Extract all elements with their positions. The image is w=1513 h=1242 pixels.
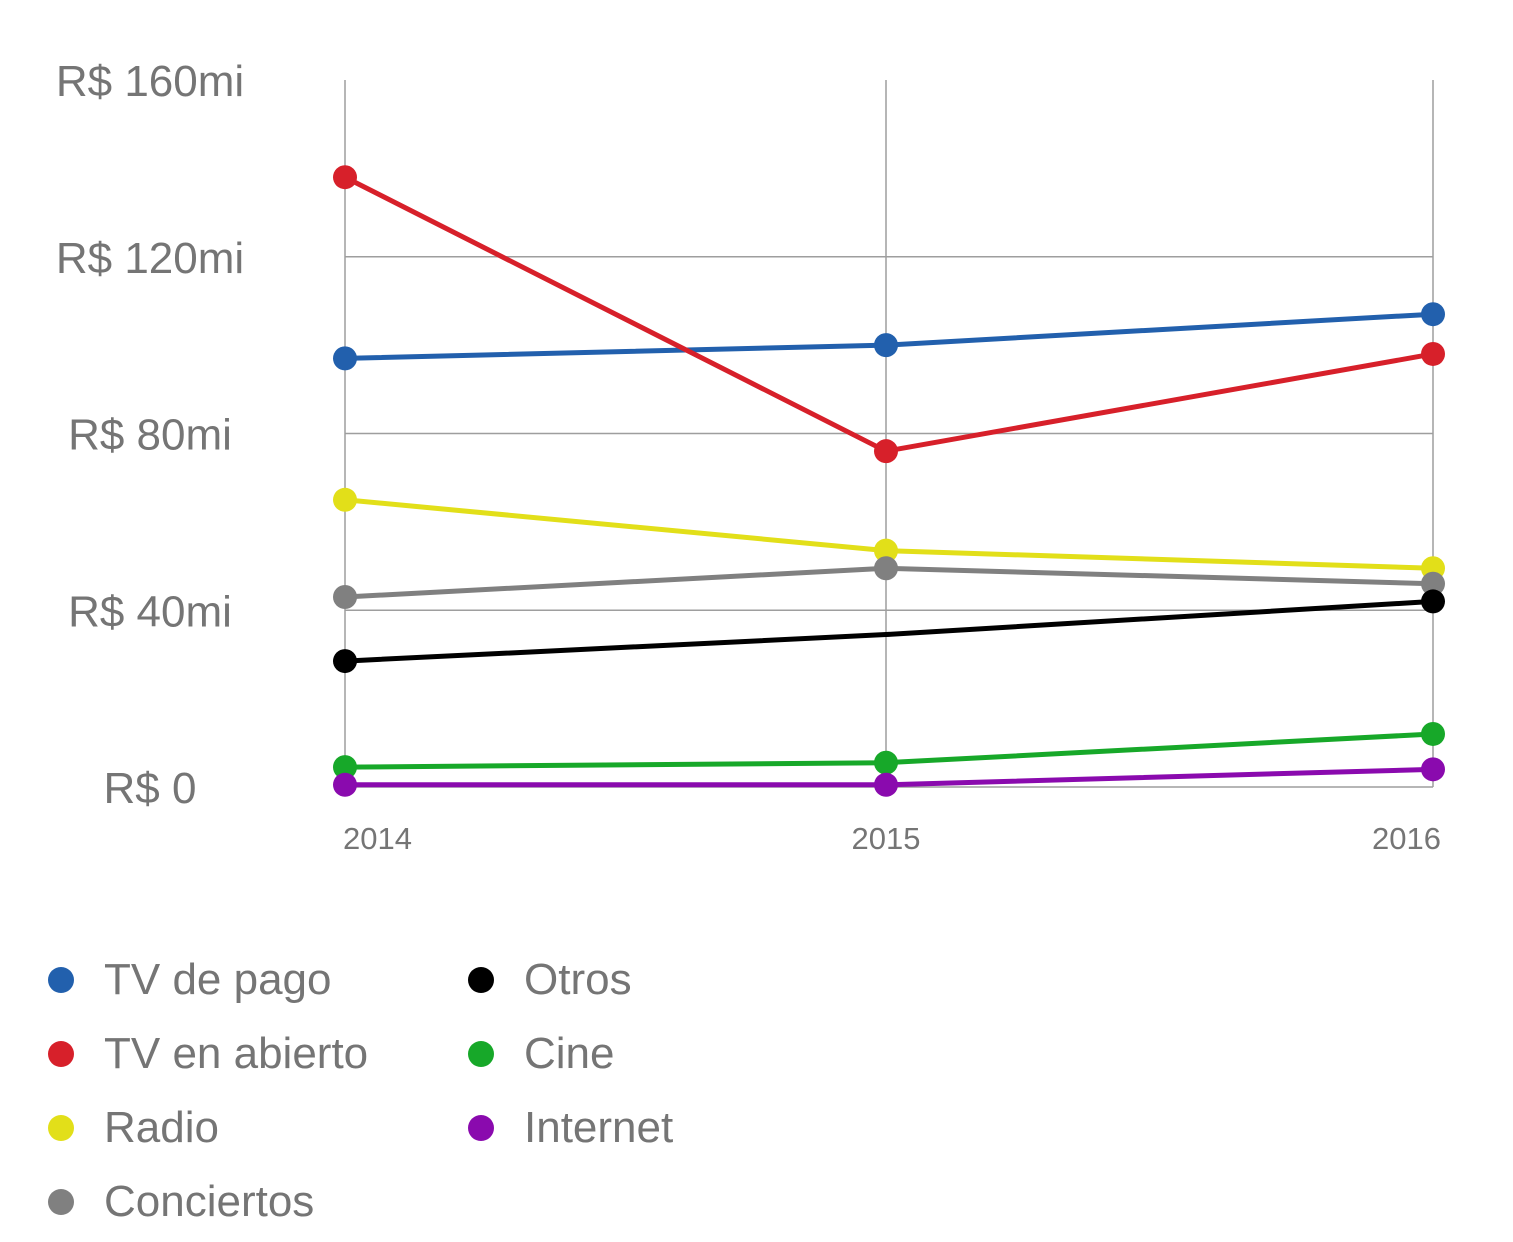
data-point: [1421, 757, 1445, 782]
legend-label: Otros: [524, 955, 632, 1004]
data-point: [333, 165, 357, 190]
legend-item: Otros: [468, 950, 632, 1010]
legend-marker: [468, 1115, 494, 1141]
y-tick-label: R$ 80mi: [68, 411, 232, 460]
legend-marker: [468, 967, 494, 993]
data-point: [333, 772, 357, 797]
series-line-4: [344, 598, 1434, 664]
y-tick-label: R$ 120mi: [56, 234, 244, 283]
y-tick-label: R$ 0: [104, 764, 197, 813]
legend-marker: [48, 1189, 74, 1215]
legend-item: Conciertos: [48, 1172, 314, 1232]
legend-label: Conciertos: [104, 1177, 315, 1226]
x-tick-label: 2015: [852, 821, 921, 856]
data-point: [874, 556, 898, 581]
legend-marker: [48, 967, 74, 993]
legend-label: Internet: [524, 1103, 674, 1152]
data-point: [1421, 589, 1445, 614]
data-point: [1421, 302, 1445, 327]
y-tick-label: R$ 40mi: [68, 587, 232, 636]
data-point: [1421, 341, 1445, 366]
data-point: [874, 439, 898, 464]
data-point: [874, 538, 898, 563]
legend-label: TV de pago: [104, 955, 332, 1004]
legend-item: TV de pago: [48, 950, 332, 1010]
data-point: [333, 487, 357, 512]
y-tick-label: R$ 160mi: [56, 57, 244, 106]
data-point: [874, 772, 898, 797]
data-point: [333, 584, 357, 609]
legend-marker: [468, 1041, 494, 1067]
legend: TV de pago TV en abierto Radio Conciertos Ot…: [0, 940, 1513, 1240]
data-point: [1421, 721, 1445, 746]
legend-label: Radio: [104, 1103, 219, 1152]
series-layer: [333, 165, 1445, 797]
legend-marker: [48, 1041, 74, 1067]
data-point: [333, 649, 357, 674]
y-axis-ticks: R$ 0 R$ 40mi R$ 80mi R$ 120mi R$ 160mi: [56, 57, 244, 813]
x-axis-ticks: 2014 2015 2016: [343, 821, 1441, 856]
series-line-1: [343, 174, 1434, 454]
legend-item: Internet: [468, 1098, 673, 1158]
data-point: [874, 333, 898, 358]
x-tick-label: 2014: [343, 821, 412, 856]
data-point: [333, 346, 357, 371]
data-point: [874, 750, 898, 775]
data-point: [1421, 571, 1445, 596]
legend-item: Radio: [48, 1098, 219, 1158]
grid-layer: [344, 80, 1434, 788]
legend-label: Cine: [524, 1029, 615, 1078]
legend-item: TV en abierto: [48, 1024, 368, 1084]
legend-item: Cine: [468, 1024, 615, 1084]
x-tick-label: 2016: [1372, 821, 1441, 856]
legend-marker: [48, 1115, 74, 1141]
legend-label: TV en abierto: [104, 1029, 369, 1078]
data-point: [333, 755, 357, 780]
